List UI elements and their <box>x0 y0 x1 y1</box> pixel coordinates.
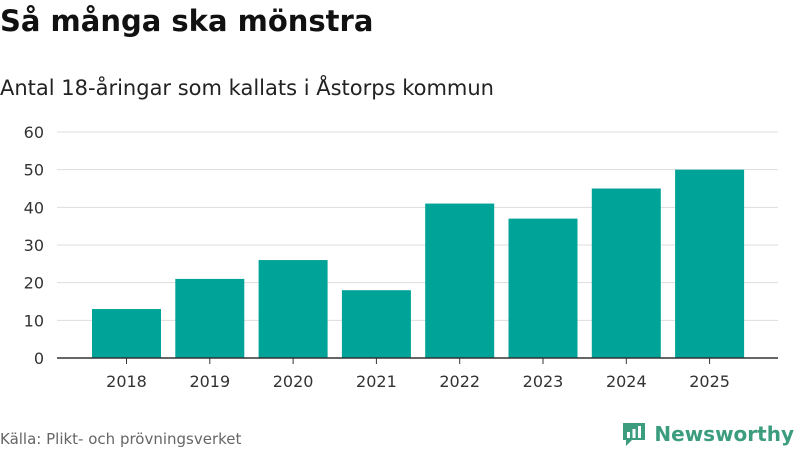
y-tick-label-40: 40 <box>24 198 44 217</box>
bar-2020 <box>258 260 328 358</box>
x-tick-label-2021: 2021 <box>356 372 397 391</box>
chart-title: Så många ska mönstra <box>0 4 374 38</box>
source-note: Källa: Plikt- och prövningsverket <box>0 430 242 448</box>
bar-2021 <box>341 290 411 358</box>
y-tick-label-30: 30 <box>24 236 44 255</box>
x-tick-label-2020: 2020 <box>273 372 314 391</box>
x-tick-label-2018: 2018 <box>106 372 147 391</box>
y-tick-label-0: 0 <box>34 349 44 368</box>
newsworthy-logo: Newsworthy <box>620 420 794 448</box>
y-tick-label-20: 20 <box>24 274 44 293</box>
bar-2018 <box>92 309 161 358</box>
newsworthy-logo-text: Newsworthy <box>654 422 794 446</box>
x-tick-label-2025: 2025 <box>689 372 730 391</box>
x-tick-label-2024: 2024 <box>606 372 647 391</box>
y-tick-label-10: 10 <box>24 311 44 330</box>
bar-2025 <box>675 169 745 358</box>
bar-2019 <box>175 278 245 358</box>
x-tick-label-2019: 2019 <box>189 372 230 391</box>
chart-subtitle: Antal 18-åringar som kallats i Åstorps k… <box>0 76 494 100</box>
bar-2023 <box>508 218 578 358</box>
y-tick-label-60: 60 <box>24 123 44 142</box>
newsworthy-logo-icon <box>623 423 646 446</box>
x-tick-label-2022: 2022 <box>439 372 480 391</box>
bar-2022 <box>425 203 495 358</box>
bar-2024 <box>591 188 661 358</box>
y-tick-label-50: 50 <box>24 161 44 180</box>
x-tick-label-2023: 2023 <box>523 372 564 391</box>
